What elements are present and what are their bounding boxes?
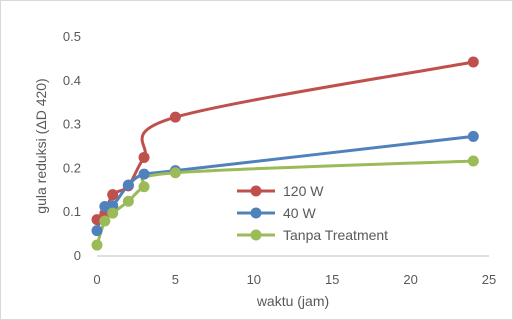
x-tick-label: 15: [325, 272, 339, 287]
legend-swatch-marker: [250, 229, 262, 241]
legend-swatch-marker: [250, 185, 262, 197]
data-point: [169, 167, 181, 179]
x-tick-label: 5: [172, 272, 179, 287]
x-tick-label: 20: [403, 272, 417, 287]
legend-label: Tanpa Treatment: [283, 227, 388, 243]
data-point: [91, 225, 103, 237]
data-point: [467, 130, 479, 142]
x-tick-label: 0: [93, 272, 100, 287]
data-point: [169, 111, 181, 123]
data-point: [467, 56, 479, 68]
x-tick-label: 25: [482, 272, 496, 287]
legend-swatch-marker: [250, 207, 262, 219]
series-points: [91, 56, 479, 251]
legend-label: 40 W: [283, 205, 316, 221]
y-tick-label: 0.5: [63, 29, 81, 44]
data-point: [138, 181, 150, 193]
y-tick-label: 0: [74, 248, 81, 263]
data-point: [138, 151, 150, 163]
y-tick-label: 0.2: [63, 160, 81, 175]
y-axis-title: gula reduksi (ΔD 420): [33, 78, 49, 213]
data-point: [91, 239, 103, 251]
y-tick-label: 0.3: [63, 117, 81, 132]
legend-label: 120 W: [283, 183, 324, 199]
legend: 120 W 40 W Tanpa Treatment: [237, 183, 388, 243]
axes: waktu (jam) gula reduksi (ΔD 420): [33, 78, 489, 309]
data-point: [107, 189, 119, 201]
data-point: [122, 195, 134, 207]
data-point: [467, 155, 479, 167]
data-point: [122, 179, 134, 191]
y-tick-label: 0.1: [63, 204, 81, 219]
data-point: [99, 215, 111, 227]
x-axis-title: waktu (jam): [256, 293, 329, 309]
x-tick-label: 10: [247, 272, 261, 287]
y-tick-label: 0.4: [63, 73, 81, 88]
tick-labels: 0 5 10 15 20 25 0 0.1 0.2 0.3 0.4 0.5: [63, 29, 496, 287]
data-point: [107, 207, 119, 219]
data-point: [138, 168, 150, 180]
